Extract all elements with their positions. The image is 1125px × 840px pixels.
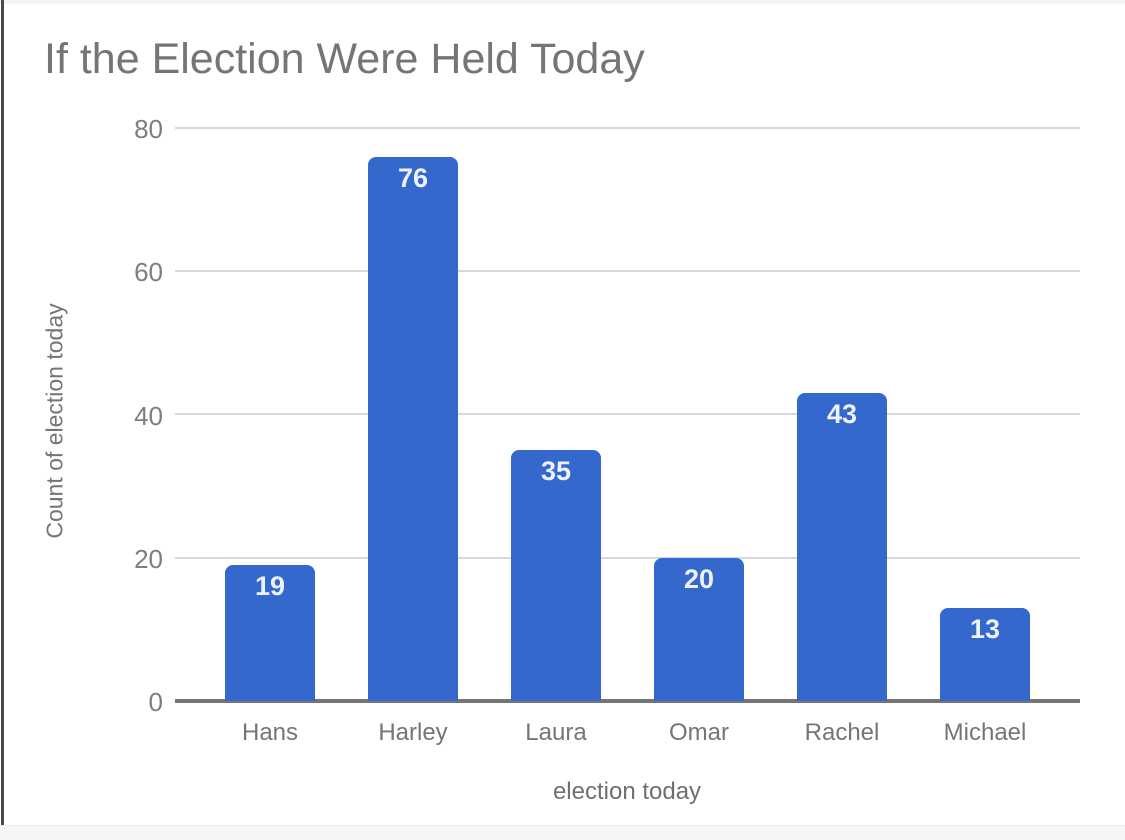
gridline-y-40 xyxy=(175,413,1080,415)
gridline-y-60 xyxy=(175,270,1080,272)
x-category-label-laura: Laura xyxy=(525,719,587,746)
y-tick-label-80: 80 xyxy=(134,114,163,144)
y-tick-label-20: 20 xyxy=(134,544,163,574)
bar-value-label: 35 xyxy=(540,456,572,486)
bar-value-label: 13 xyxy=(969,614,1001,644)
y-tick-label-0: 0 xyxy=(148,687,163,717)
plot-area: 19 76 35 20 43 13 xyxy=(175,127,1080,703)
y-tick-label-40: 40 xyxy=(134,401,163,431)
screenshot-top-edge xyxy=(0,0,1125,4)
x-category-label-hans: Hans xyxy=(241,719,299,746)
x-category-label-michael: Michael xyxy=(943,719,1027,746)
x-axis-baseline xyxy=(175,699,1080,703)
x-axis-title: election today xyxy=(552,778,702,805)
bar-hans[interactable]: 19 xyxy=(225,565,315,701)
bar-value-label: 76 xyxy=(397,163,429,193)
bar-value-label: 43 xyxy=(826,399,858,429)
chart-title: If the Election Were Held Today xyxy=(44,35,645,83)
x-category-label-rachel: Rachel xyxy=(804,719,880,746)
bar-laura[interactable]: 35 xyxy=(511,450,601,701)
bar-value-label: 19 xyxy=(254,571,286,601)
gridline-y-20 xyxy=(175,557,1080,559)
x-category-label-harley: Harley xyxy=(378,719,448,746)
screenshot-bottom-edge xyxy=(0,825,1125,840)
y-tick-label-60: 60 xyxy=(134,257,163,287)
bar-rachel[interactable]: 43 xyxy=(797,393,887,701)
bar-value-label: 20 xyxy=(683,564,715,594)
x-category-label-omar: Omar xyxy=(669,719,729,746)
y-axis-title: Count of election today xyxy=(41,303,68,539)
bar-omar[interactable]: 20 xyxy=(654,558,744,701)
screenshot-left-border xyxy=(1,0,4,840)
bar-harley[interactable]: 76 xyxy=(368,157,458,701)
bar-michael[interactable]: 13 xyxy=(940,608,1030,701)
gridline-y-80 xyxy=(175,127,1080,129)
